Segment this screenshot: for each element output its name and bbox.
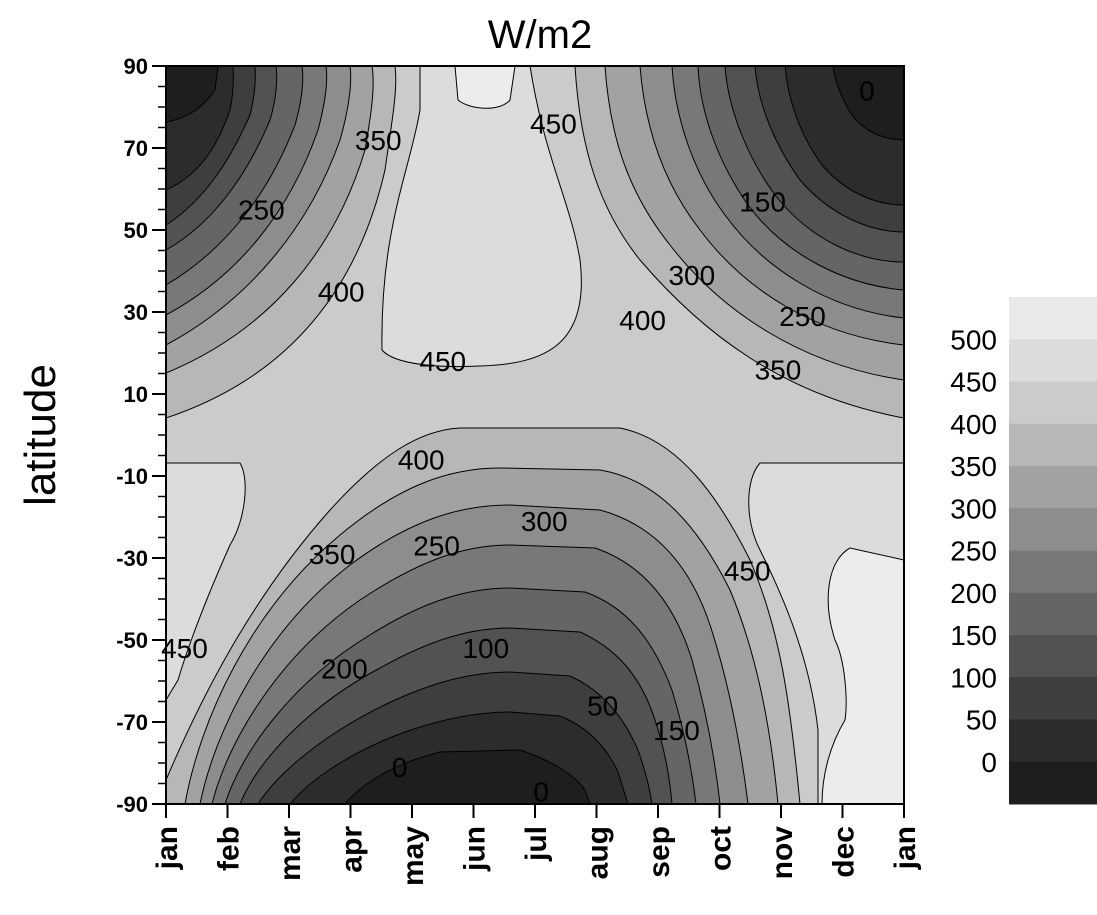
colorbar-swatch xyxy=(1009,677,1097,720)
colorbar-swatch xyxy=(1009,381,1097,425)
x-axis: jan feb mar apr may jun jul aug sep oct nov dec jan xyxy=(151,804,922,886)
x-tick-label: jan xyxy=(889,826,922,870)
contour-plot-area xyxy=(166,66,904,804)
contour-label: 400 xyxy=(318,277,365,308)
contour-label: 350 xyxy=(355,125,402,156)
x-tick-label: jul xyxy=(520,826,553,862)
contour-label: 0 xyxy=(533,777,549,808)
contour-band-nh-left-min xyxy=(166,66,219,123)
y-tick-label: 10 xyxy=(124,382,148,407)
colorbar-label: 300 xyxy=(950,493,997,524)
contour-label: 50 xyxy=(587,691,618,722)
contour-label: 350 xyxy=(755,354,802,385)
contour-label: 300 xyxy=(521,506,568,537)
chart-title: W/m2 xyxy=(488,13,592,57)
contour-label: 100 xyxy=(462,633,509,664)
colorbar-label: 450 xyxy=(950,367,997,398)
contour-band-sh-left-450 xyxy=(166,462,246,701)
contour-label: 350 xyxy=(309,539,356,570)
y-axis-label: latitude xyxy=(16,364,65,506)
contour-label: 300 xyxy=(668,260,715,291)
contour-band-sh-right-500 xyxy=(821,547,904,804)
contour-label: 0 xyxy=(859,76,875,107)
colorbar-label: 0 xyxy=(981,747,997,778)
colorbar-swatch xyxy=(1009,339,1097,382)
colorbar-label: 400 xyxy=(950,409,997,440)
colorbar-swatch xyxy=(1009,761,1097,805)
y-tick-label: 30 xyxy=(124,300,148,325)
colorbar-label: 150 xyxy=(950,620,997,651)
colorbar-label: 500 xyxy=(950,324,997,355)
contour-band-sh-0 xyxy=(344,749,591,804)
contour-band-500-north xyxy=(454,66,516,109)
colorbar-swatch xyxy=(1009,635,1097,678)
contour-label: 400 xyxy=(619,305,666,336)
y-tick-label: -50 xyxy=(116,628,148,653)
y-tick-label: -70 xyxy=(116,710,148,735)
x-tick-label: sep xyxy=(643,826,676,878)
colorbar-label: 200 xyxy=(950,578,997,609)
contour-label: 250 xyxy=(779,301,826,332)
x-tick-label: apr xyxy=(336,826,369,873)
colorbar-swatch xyxy=(1009,466,1097,509)
contour-label: 450 xyxy=(419,346,466,377)
x-tick-label: oct xyxy=(705,826,738,871)
y-tick-label: -30 xyxy=(116,546,148,571)
colorbar-swatch xyxy=(1009,719,1097,763)
colorbar-label: 100 xyxy=(950,662,997,693)
contour-label: 400 xyxy=(398,445,445,476)
colorbar-label: 250 xyxy=(950,536,997,567)
contour-label: 0 xyxy=(392,752,408,783)
y-tick-label: -90 xyxy=(116,792,148,817)
y-tick-label: -10 xyxy=(116,464,148,489)
contour-band-nh-right-0 xyxy=(832,66,904,141)
y-tick-label: 70 xyxy=(124,136,148,161)
contour-label: 450 xyxy=(530,108,577,139)
x-tick-label: dec xyxy=(828,826,861,878)
colorbar-label: 350 xyxy=(950,451,997,482)
contour-label: 250 xyxy=(238,195,285,226)
x-tick-label: jun xyxy=(459,826,492,872)
colorbar-swatch xyxy=(1009,508,1097,551)
x-tick-label: jan xyxy=(151,826,184,870)
y-tick-label: 50 xyxy=(124,218,148,243)
colorbar-swatch xyxy=(1009,423,1097,467)
x-tick-label: nov xyxy=(766,826,799,880)
contour-band-450-north xyxy=(381,66,582,368)
contour-label: 450 xyxy=(161,633,208,664)
y-tick-label: 90 xyxy=(124,54,148,79)
x-tick-label: may xyxy=(397,826,430,886)
x-tick-label: aug xyxy=(582,826,615,879)
contour-label: 250 xyxy=(413,531,460,562)
colorbar-swatch xyxy=(1009,550,1097,594)
contour-label: 150 xyxy=(739,186,786,217)
y-axis: 90 70 50 30 10 -10 -30 -50 -70 -90 xyxy=(116,54,166,817)
colorbar-swatch xyxy=(1009,297,1097,340)
x-tick-label: mar xyxy=(274,826,307,881)
contour-label: 150 xyxy=(653,715,700,746)
contour-label: 200 xyxy=(321,654,368,685)
colorbar-swatch xyxy=(1009,592,1097,636)
colorbar-label: 50 xyxy=(966,705,997,736)
x-tick-label: feb xyxy=(213,826,246,871)
contour-label: 450 xyxy=(724,555,771,586)
